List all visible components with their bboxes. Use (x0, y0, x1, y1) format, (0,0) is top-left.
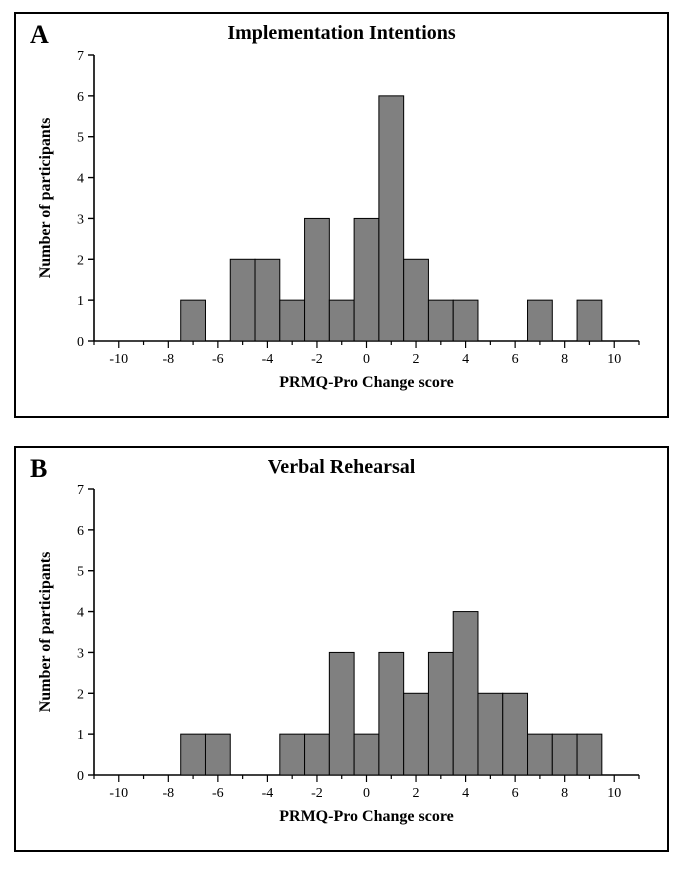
svg-text:-10: -10 (109, 352, 128, 367)
panel-B: B Verbal Rehearsal 0 1 2 3 4 5 6 7 -10 -8 -6 -4 -2 0 2… (14, 446, 669, 852)
svg-text:6: 6 (512, 352, 519, 367)
panel-B-title: Verbal Rehearsal (32, 456, 651, 479)
panel-A: A Implementation Intentions 0 1 2 3 4 5 6 7 -10 -… (14, 12, 669, 418)
svg-text:10: 10 (607, 786, 621, 801)
svg-text:-4: -4 (262, 352, 274, 367)
svg-text:-6: -6 (212, 352, 224, 367)
svg-text:1: 1 (77, 294, 84, 309)
svg-text:4: 4 (462, 786, 469, 801)
svg-text:PRMQ-Pro Change score: PRMQ-Pro Change score (279, 374, 453, 391)
svg-text:0: 0 (77, 769, 84, 784)
svg-text:1: 1 (77, 728, 84, 743)
svg-text:5: 5 (77, 565, 84, 580)
svg-text:7: 7 (77, 49, 84, 64)
svg-text:6: 6 (77, 524, 84, 539)
panel-A-histogram-svg: 0 1 2 3 4 5 6 7 -10 -8 -6 -4 -2 0 2 4 6 8 10 Number of part… (32, 49, 651, 399)
svg-text:4: 4 (77, 606, 84, 621)
svg-text:0: 0 (363, 352, 370, 367)
panel-B-histogram-svg: 0 1 2 3 4 5 6 7 -10 -8 -6 -4 -2 0 2 4 6 8 10 Number of part… (32, 483, 651, 833)
svg-text:4: 4 (77, 172, 84, 187)
svg-text:0: 0 (363, 786, 370, 801)
svg-text:Number of participants: Number of participants (37, 118, 54, 279)
svg-text:8: 8 (561, 786, 568, 801)
svg-text:-4: -4 (262, 786, 274, 801)
svg-text:-8: -8 (162, 786, 174, 801)
svg-text:4: 4 (462, 352, 469, 367)
panel-A-title: Implementation Intentions (32, 22, 651, 45)
svg-text:3: 3 (77, 212, 84, 227)
svg-text:10: 10 (607, 352, 621, 367)
panel-B-chart: 0 1 2 3 4 5 6 7 -10 -8 -6 -4 -2 0 2 4 6 8 10 Number of part… (32, 483, 651, 833)
svg-text:7: 7 (77, 483, 84, 498)
svg-text:8: 8 (561, 352, 568, 367)
svg-text:PRMQ-Pro Change score: PRMQ-Pro Change score (279, 808, 453, 825)
svg-text:Number of participants: Number of participants (37, 552, 54, 713)
svg-text:2: 2 (413, 352, 420, 367)
svg-text:6: 6 (77, 90, 84, 105)
svg-text:2: 2 (77, 253, 84, 268)
figure-page: A Implementation Intentions 0 1 2 3 4 5 6 7 -10 -… (0, 0, 683, 870)
svg-text:-8: -8 (162, 352, 174, 367)
svg-text:-6: -6 (212, 786, 224, 801)
panel-A-label: A (30, 20, 49, 50)
svg-text:2: 2 (413, 786, 420, 801)
svg-text:2: 2 (77, 687, 84, 702)
svg-text:3: 3 (77, 646, 84, 661)
panel-B-label: B (30, 454, 47, 484)
panel-A-chart: 0 1 2 3 4 5 6 7 -10 -8 -6 -4 -2 0 2 4 6 8 10 Number of part… (32, 49, 651, 399)
svg-text:-2: -2 (311, 786, 323, 801)
svg-text:0: 0 (77, 335, 84, 350)
svg-text:6: 6 (512, 786, 519, 801)
svg-text:-10: -10 (109, 786, 128, 801)
svg-text:-2: -2 (311, 352, 323, 367)
svg-text:5: 5 (77, 131, 84, 146)
